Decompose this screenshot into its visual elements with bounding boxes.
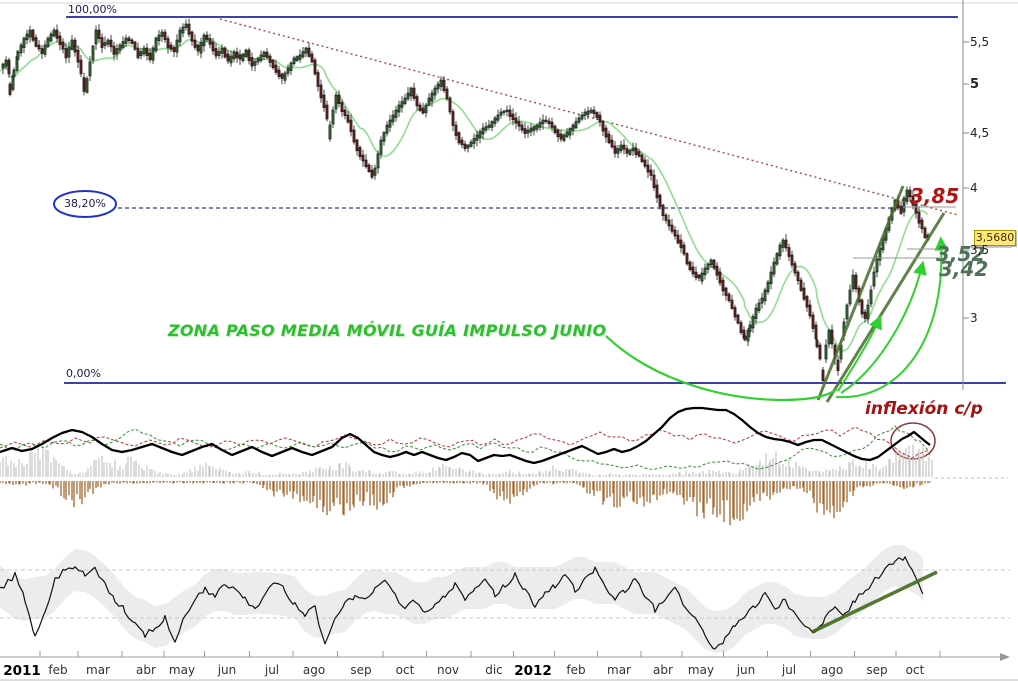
x-axis-month-label: ago — [302, 663, 326, 677]
y-axis-tick-label: 3 — [970, 311, 978, 325]
x-axis-month-label: abr — [136, 663, 156, 677]
resistance-price-label: 3,85 — [910, 184, 960, 208]
x-axis-month-label: mar — [607, 663, 631, 677]
x-axis-year-label: 2012 — [514, 663, 552, 679]
y-axis-tick-label: 5,5 — [970, 35, 990, 49]
annotation-zona-paso: ZONA PASO MEDIA MÓVIL GUÍA IMPULSO JUNIO — [168, 321, 607, 340]
x-axis-month-label: nov — [436, 663, 460, 677]
y-axis-tick-label: 4 — [970, 181, 978, 195]
support1-price-label: 3,52 — [936, 242, 986, 266]
x-axis-month-label: jun — [217, 663, 237, 677]
x-axis-year-label: 2011 — [3, 663, 41, 679]
last-price-box: 3,5680 — [974, 230, 1016, 246]
y-axis-tick-label: 5 — [970, 77, 980, 92]
x-axis-month-label: may — [168, 663, 196, 677]
fib-100-label: 100,00% — [68, 3, 117, 16]
annotation-inflexion: inflexión c/p — [865, 399, 983, 419]
x-axis-month-label: jul — [781, 663, 797, 677]
x-axis-month-label: feb — [566, 663, 586, 677]
fib-0-label: 0,00% — [66, 367, 101, 380]
support2-price-label: 3,42 — [939, 257, 989, 281]
x-axis-month-label: jul — [264, 663, 280, 677]
y-axis-tick-label: 3,5 — [970, 243, 990, 257]
x-axis-month-label: dic — [485, 663, 503, 677]
x-axis-month-label: jun — [736, 663, 756, 677]
x-axis-month-label: ago — [820, 663, 844, 677]
x-axis-month-label: oct — [395, 663, 415, 677]
fib-382-label: 38,20% — [64, 197, 106, 210]
x-axis-month-label: feb — [48, 663, 68, 677]
x-axis-month-label: abr — [653, 663, 673, 677]
y-axis-tick-label: 4,5 — [970, 126, 990, 140]
x-axis-month-label: mar — [86, 663, 110, 677]
x-axis-month-label: oct — [905, 663, 925, 677]
x-axis-month-label: may — [687, 663, 715, 677]
x-axis-month-label: sep — [866, 663, 888, 677]
x-axis-month-label: sep — [350, 663, 372, 677]
